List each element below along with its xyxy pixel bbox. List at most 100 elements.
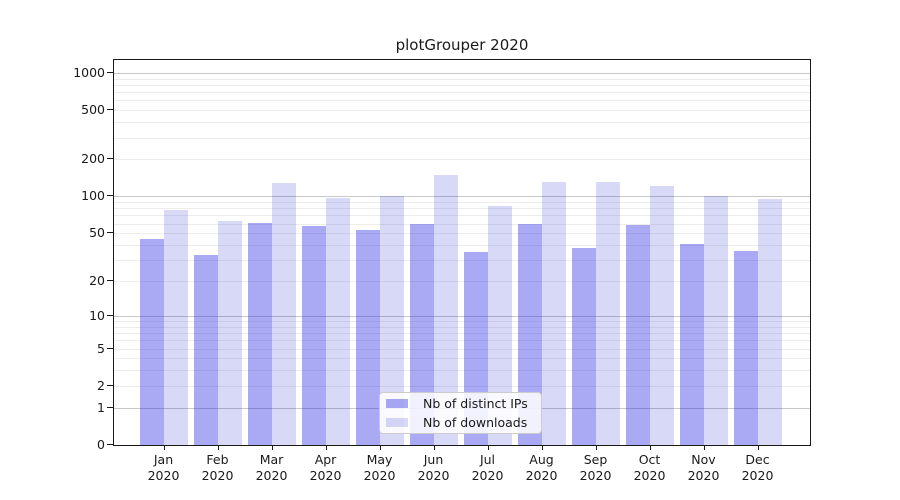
gridline-minor [114,340,810,341]
bars-layer [114,60,810,445]
gridline-minor [114,138,810,139]
y-tick-mark [107,385,113,386]
y-tick-mark [107,72,113,73]
y-tick-label: 20 [89,273,105,288]
x-tick-mark [541,445,543,450]
bar-distinct-ips-mar [247,223,272,445]
x-tick-mark [379,445,381,450]
legend-label-distinct-ips: Nb of distinct IPs [423,396,528,411]
gridline-minor [114,327,810,328]
y-tick-mark [107,444,113,445]
gridline-minor [114,386,810,387]
y-tick-mark [107,315,113,316]
x-tick-month: Jul [479,452,496,467]
gridline-minor [114,110,810,111]
x-tick-label-oct: Oct 2020 [623,452,677,483]
y-tick-mark [107,348,113,349]
x-tick-mark [433,445,435,450]
x-tick-month: May [366,452,393,467]
bar-downloads-mar [271,183,296,445]
x-tick-label-jun: Jun 2020 [407,452,461,483]
gridline-minor [114,349,810,350]
y-tick-label: 50 [89,225,105,240]
gridline-minor [114,79,810,80]
x-tick-year: 2020 [363,467,396,483]
y-tick-mark [107,280,113,281]
gridline-minor [114,122,810,123]
bar-distinct-ips-oct [625,225,650,445]
x-tick-year: 2020 [741,467,774,483]
x-tick-label-nov: Nov 2020 [677,452,731,483]
x-tick-label-feb: Feb 2020 [191,452,245,483]
x-tick-label-dec: Dec 2020 [731,452,785,483]
bar-downloads-aug [541,182,566,445]
x-tick-year: 2020 [147,467,180,483]
grid-layer [114,60,810,445]
x-tick-mark [163,445,165,450]
bar-downloads-jan [163,210,188,445]
bar-distinct-ips-nov [679,244,704,445]
x-tick-label-jan: Jan 2020 [137,452,191,483]
legend-label-downloads: Nb of downloads [423,415,528,430]
y-tick-label: 0 [97,437,105,452]
bar-downloads-feb [217,221,242,445]
gridline-minor [114,358,810,359]
y-tick-label: 10 [89,308,105,323]
x-tick-month: Apr [314,452,337,467]
y-tick-label: 1 [97,400,105,415]
x-tick-label-jul: Jul 2020 [461,452,515,483]
bar-downloads-nov [703,196,728,445]
x-tick-label-may: May 2020 [353,452,407,483]
x-tick-year: 2020 [309,467,342,483]
x-tick-label-aug: Aug 2020 [515,452,569,483]
bar-distinct-ips-sep [571,248,596,445]
gridline-minor [114,85,810,86]
gridline-major [114,196,810,197]
x-tick-label-apr: Apr 2020 [299,452,353,483]
bar-distinct-ips-dec [733,251,758,445]
plot-area: Nb of distinct IPs Nb of downloads [113,59,811,446]
x-tick-mark [271,445,273,450]
gridline-minor [114,281,810,282]
gridline-minor [114,215,810,216]
x-tick-month: Dec [745,452,770,467]
x-tick-year: 2020 [525,467,558,483]
y-tick-label: 100 [81,188,105,203]
x-tick-month: Nov [691,452,716,467]
gridline-minor [114,159,810,160]
x-tick-year: 2020 [633,467,666,483]
legend-swatch-downloads-icon [386,418,408,427]
chart-title: plotGrouper 2020 [395,36,529,54]
y-tick-label: 5 [97,341,105,356]
gridline-minor [114,260,810,261]
bar-distinct-ips-may [355,230,380,445]
x-tick-mark [325,445,327,450]
gridline-minor [114,245,810,246]
bar-downloads-sep [595,182,620,445]
gridline-minor [114,208,810,209]
bar-distinct-ips-feb [193,255,218,445]
legend-item-downloads: Nb of downloads [386,415,541,430]
x-tick-month: Aug [529,452,554,467]
bar-downloads-oct [649,186,674,445]
x-tick-mark [487,445,489,450]
gridline-major [114,73,810,74]
x-tick-month: Jun [423,452,444,467]
y-tick-mark [107,109,113,110]
x-tick-month: Feb [206,452,229,467]
gridline-minor [114,92,810,93]
x-tick-mark [649,445,651,450]
x-tick-month: Sep [583,452,608,467]
gridline-minor [114,202,810,203]
x-tick-year: 2020 [417,467,450,483]
y-tick-label: 2 [97,378,105,393]
gridline-major [114,316,810,317]
gridline-minor [114,321,810,322]
bar-distinct-ips-jan [139,239,164,445]
bar-distinct-ips-apr [301,226,326,445]
bar-downloads-apr [325,198,350,445]
y-tick-label: 1000 [73,65,105,80]
gridline-minor [114,370,810,371]
x-tick-year: 2020 [255,467,288,483]
